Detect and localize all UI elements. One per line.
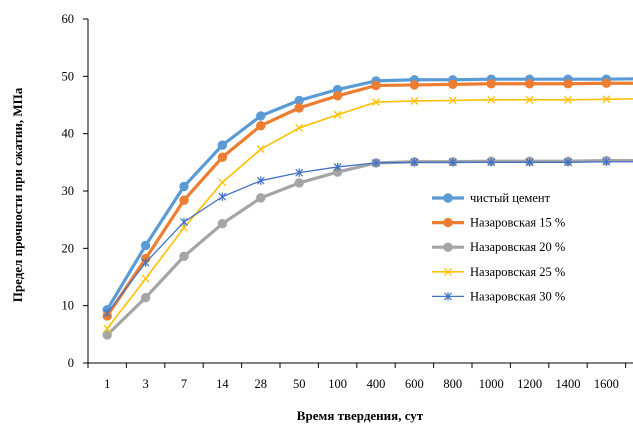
data-point <box>295 168 304 177</box>
data-point <box>448 158 457 167</box>
data-point <box>179 181 189 192</box>
data-point <box>256 176 265 185</box>
data-point <box>524 79 535 89</box>
data-point <box>179 251 189 262</box>
data-point <box>141 258 150 267</box>
data-point <box>601 78 612 88</box>
data-point <box>564 95 572 104</box>
y-tick-label: 40 <box>62 127 75 141</box>
data-point <box>140 292 151 303</box>
data-point <box>371 80 381 91</box>
data-point <box>294 178 304 188</box>
x-tick-label: 1 <box>104 377 110 391</box>
data-point <box>294 103 304 113</box>
data-point <box>140 240 151 251</box>
data-point <box>141 274 150 283</box>
data-point <box>218 178 227 187</box>
data-point <box>602 157 611 166</box>
data-point <box>525 95 534 104</box>
legend-item: Назаровская 15 % <box>432 216 565 230</box>
series-5 <box>103 157 633 318</box>
x-tick-label: 600 <box>405 377 424 391</box>
x-tick-label: 1600 <box>594 377 619 391</box>
data-point <box>372 158 380 168</box>
data-point <box>448 79 458 90</box>
legend-item: Назаровская 25 % <box>432 265 565 279</box>
data-point <box>256 193 266 203</box>
legend-label: Назаровская 20 % <box>470 240 565 254</box>
data-point <box>333 110 342 119</box>
data-point <box>102 330 112 340</box>
x-tick-label: 14 <box>216 377 229 391</box>
y-tick-label: 50 <box>62 69 75 83</box>
data-point <box>217 140 228 150</box>
data-point <box>180 217 188 227</box>
data-point <box>410 158 419 167</box>
data-point <box>602 95 611 104</box>
x-tick-label: 100 <box>328 377 347 391</box>
legend-marker <box>444 292 452 301</box>
data-point <box>217 218 228 229</box>
data-point <box>179 195 189 205</box>
y-axis-title: Предел прочности при сжатии, МПа <box>10 87 25 302</box>
y-tick-label: 20 <box>62 241 75 255</box>
legend-label: чистый цемент <box>470 191 551 205</box>
legend-marker <box>443 242 453 252</box>
x-axis-title: Время твердения, сут <box>297 408 424 423</box>
data-point <box>332 91 343 101</box>
series-4 <box>103 95 633 333</box>
data-point <box>103 324 112 333</box>
data-point <box>256 145 265 154</box>
data-point <box>372 98 380 107</box>
data-point <box>256 111 266 121</box>
x-tick-label: 1000 <box>479 377 504 391</box>
data-point <box>525 158 534 167</box>
x-tick-label: 400 <box>367 377 386 391</box>
legend-label: Назаровская 15 % <box>470 216 565 230</box>
data-point <box>410 97 419 105</box>
series-2 <box>102 78 633 321</box>
y-tick-label: 30 <box>62 184 75 198</box>
data-point <box>487 158 496 167</box>
data-point <box>333 162 342 172</box>
legend-item: Назаровская 20 % <box>432 240 565 254</box>
legend-label: Назаровская 30 % <box>470 289 565 303</box>
x-tick-label: 1200 <box>517 377 542 391</box>
data-point <box>564 158 572 167</box>
legend-label: Назаровская 25 % <box>470 265 565 279</box>
legend-item: Назаровская 30 % <box>432 289 565 303</box>
legend-item: чистый цемент <box>432 191 551 205</box>
data-point <box>448 96 457 105</box>
legend-marker <box>443 217 453 228</box>
data-point <box>486 79 496 89</box>
legend: чистый цемент Назаровская 15 % Назаровская… <box>432 191 565 303</box>
legend-marker <box>444 267 452 276</box>
x-tick-label: 1400 <box>556 377 581 391</box>
x-tick-label: 50 <box>293 377 306 391</box>
data-point <box>103 308 112 318</box>
y-tick-label: 0 <box>68 356 74 370</box>
data-point <box>217 152 228 162</box>
y-tick-label: 10 <box>62 299 75 313</box>
data-point <box>218 192 227 201</box>
data-point <box>563 79 573 89</box>
x-tick-label: 7 <box>181 377 187 391</box>
x-tick-label: 800 <box>443 377 462 391</box>
data-point <box>256 120 266 131</box>
data-point <box>295 123 304 132</box>
data-point <box>487 95 496 104</box>
x-tick-label: 3 <box>142 377 148 391</box>
y-tick-label: 60 <box>62 12 75 26</box>
data-point <box>409 80 420 90</box>
axes: 0 10 20 30 40 50 60 1 3 7 14 28 50 100 400 600 800 1000 12… <box>62 12 633 391</box>
x-tick-label: 28 <box>255 377 268 391</box>
series-layer <box>102 74 633 340</box>
legend-marker <box>443 193 453 203</box>
